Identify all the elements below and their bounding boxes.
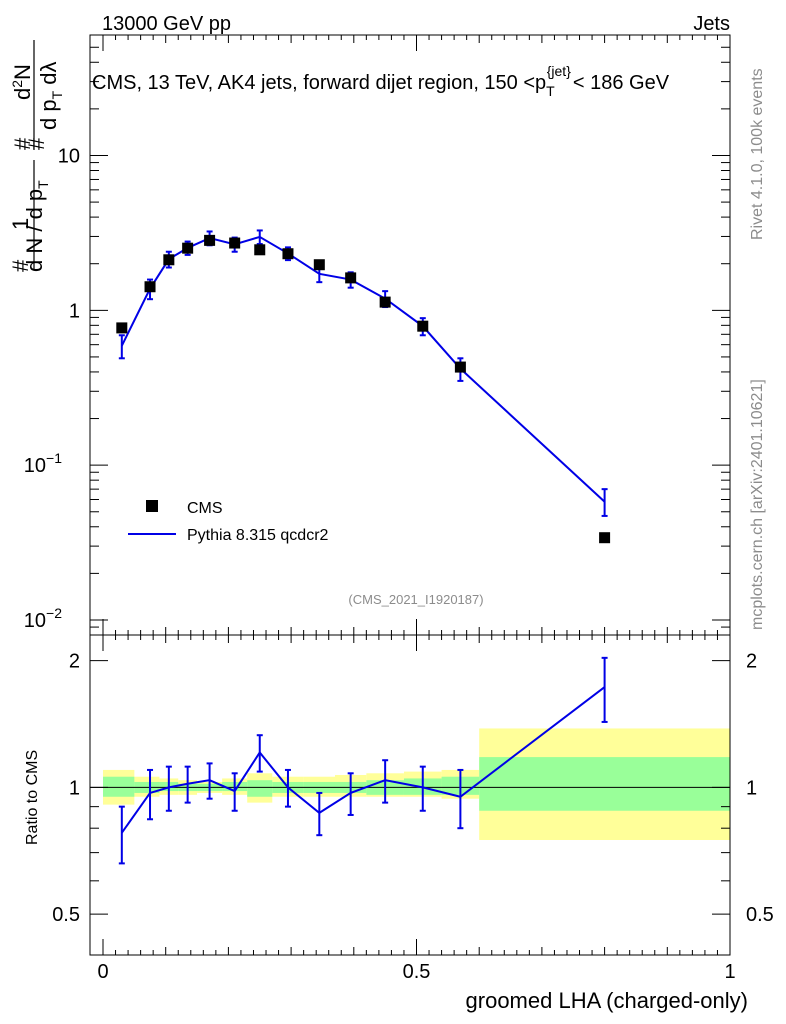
ratio-y-tick-label: 1: [69, 777, 80, 799]
mcplots-label: mcplots.cern.ch [arXiv:2401.10621]: [749, 379, 766, 630]
y-tick-label: 10−1: [24, 450, 62, 477]
cms-data-point: [144, 281, 156, 293]
y-tick-label: 10: [58, 145, 80, 167]
ratio-uncertainty-bands: [103, 728, 730, 841]
legend: CMS Pythia 8.315 qcdcr2: [128, 500, 329, 544]
ratio-panel-data: [118, 656, 608, 865]
cms-data-point: [454, 361, 466, 373]
cms-data-point: [163, 254, 175, 266]
svg-text:1: 1: [8, 218, 33, 230]
cms-data-point: [417, 320, 429, 332]
cms-data-point: [379, 296, 391, 308]
rivet-label: Rivet 4.1.0, 100k events: [749, 68, 766, 240]
main-frame: [89, 34, 731, 636]
svg-text:d pT dλ: d pT dλ: [36, 61, 65, 130]
cms-data-point: [282, 248, 294, 260]
ratio-y-tick-label-right: 1: [746, 777, 757, 799]
cms-data-point: [229, 237, 241, 249]
ratio-frame: [89, 634, 731, 956]
ratio-y-tick-label-right: 0.5: [746, 904, 774, 926]
analysis-id: (CMS_2021_I1920187): [348, 592, 483, 607]
ratio-band-inner: [479, 757, 730, 811]
y-tick-label: 10−2: [24, 605, 62, 632]
ratio-pythia-line: [120, 686, 606, 834]
svg-text:#: #: [8, 259, 33, 272]
legend-cms-marker: [146, 500, 158, 512]
cms-data-point: [204, 234, 216, 246]
main-panel-axes: 10 1 10−1 10−2: [24, 34, 731, 636]
cms-data-point: [116, 322, 128, 334]
svg-text:#: #: [10, 137, 35, 150]
ratio-y-tick-label-right: 2: [746, 651, 757, 673]
ratio-ylabel: Ratio to CMS: [24, 750, 41, 845]
ratio-band-inner: [103, 776, 135, 797]
legend-pythia-label: Pythia 8.315 qcdcr2: [187, 527, 329, 544]
svg-text:d N / d pT: d N / d pT: [22, 180, 51, 272]
svg-text:d2N: d2N: [9, 64, 35, 100]
ratio-y-tick-label: 2: [69, 651, 80, 673]
cms-data-point: [599, 532, 611, 544]
header-energy: 13000 GeV pp: [102, 13, 231, 35]
y-tick-label: 1: [69, 300, 80, 322]
ratio-panel-axes: 0 0.5 1 2 2 1 1 0.5 0.5: [52, 634, 774, 983]
x-tick-label: 1: [724, 961, 735, 983]
main-panel-data: [116, 229, 611, 544]
plot-title: CMS, 13 TeV, AK4 jets, forward dijet reg…: [92, 63, 670, 99]
x-tick-label: 0: [97, 961, 108, 983]
cms-data-point: [182, 242, 194, 254]
main-ylabel: # 1 d N / d pT # d2N # d pT dλ: [8, 40, 65, 272]
x-axis-label: groomed LHA (charged-only): [466, 988, 748, 1013]
x-tick-label: 0.5: [403, 961, 431, 983]
legend-cms-label: CMS: [187, 500, 223, 517]
cms-data-point: [313, 259, 325, 271]
svg-text:#: #: [24, 137, 49, 150]
header-category: Jets: [693, 13, 730, 35]
ratio-y-tick-label: 0.5: [52, 904, 80, 926]
ratio-band-inner: [247, 780, 273, 797]
cms-data-point: [345, 272, 357, 284]
cms-data-point: [254, 244, 266, 256]
pythia-line: [120, 235, 606, 503]
